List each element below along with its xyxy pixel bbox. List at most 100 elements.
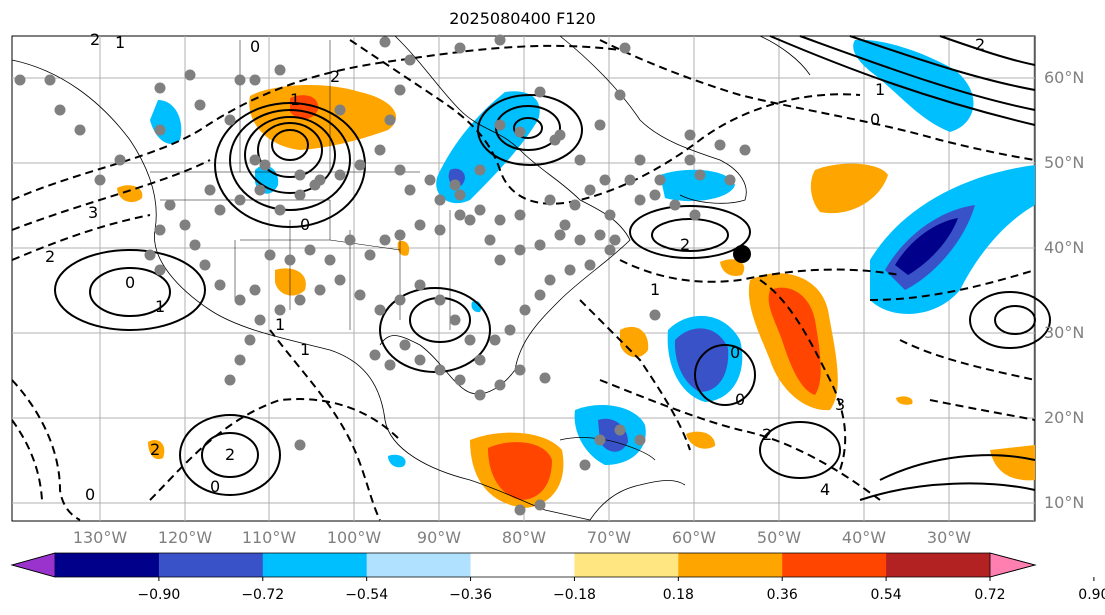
contour-value-label: 2 <box>45 247 55 266</box>
station-marker <box>234 354 246 366</box>
station-marker <box>474 204 486 216</box>
contour-value-label: 0 <box>870 110 880 129</box>
station-marker <box>324 254 336 266</box>
station-marker <box>369 349 381 361</box>
station-marker <box>534 499 546 511</box>
colorbar-tick-label: 0.36 <box>766 587 798 603</box>
station-marker <box>44 74 56 86</box>
station-marker <box>619 42 631 54</box>
contour-line <box>651 218 729 252</box>
contour-value-label: 1 <box>115 33 125 52</box>
station-marker <box>494 34 506 46</box>
station-marker <box>74 124 86 136</box>
contour-line <box>477 94 583 166</box>
contour-value-label: 2 <box>975 35 985 54</box>
station-marker <box>654 174 666 186</box>
station-marker <box>334 274 346 286</box>
contour-value-label: 2 <box>330 67 340 86</box>
station-marker <box>379 234 391 246</box>
map-title: 2025080400 F120 <box>449 9 596 28</box>
contour-value-label: 3 <box>835 395 845 414</box>
station-marker <box>559 219 571 231</box>
contour-value-label: 0 <box>735 390 745 409</box>
colorbar-tick-label: −0.72 <box>241 587 285 603</box>
station-marker <box>249 154 261 166</box>
latitude-label: 50°N <box>1044 153 1085 172</box>
station-marker <box>514 244 526 256</box>
station-marker <box>514 364 526 376</box>
negative-anomaly-core <box>895 218 958 275</box>
colorbar-tick-label: 0.90 <box>1078 587 1105 603</box>
contour-line <box>859 482 1036 501</box>
station-marker <box>234 294 246 306</box>
negative-anomaly-region <box>674 328 729 392</box>
contour-line <box>879 454 1036 481</box>
station-marker <box>314 284 326 296</box>
contour-value-label: 1 <box>875 80 885 99</box>
longitude-label: 130°W <box>72 528 128 547</box>
station-marker <box>244 334 256 346</box>
station-marker <box>414 219 426 231</box>
longitude-label: 120°W <box>157 528 213 547</box>
station-marker <box>474 164 486 176</box>
station-marker <box>514 126 526 138</box>
contour-line <box>599 379 881 501</box>
station-marker <box>294 169 306 181</box>
colorbar-swatch <box>366 553 472 577</box>
dashed-contours <box>11 39 1036 521</box>
station-marker <box>334 104 346 116</box>
longitude-label: 40°W <box>841 528 887 547</box>
station-marker <box>394 229 406 241</box>
station-marker <box>724 174 736 186</box>
station-marker <box>274 304 286 316</box>
station-marker <box>354 159 366 171</box>
station-marker <box>504 324 516 336</box>
station-marker <box>609 234 621 246</box>
station-marker <box>714 139 726 151</box>
station-marker <box>154 124 166 136</box>
station-marker <box>334 169 346 181</box>
station-marker <box>384 359 396 371</box>
station-marker <box>354 289 366 301</box>
positive-anomaly-region <box>990 445 1035 481</box>
positive-anomaly-region <box>896 396 913 405</box>
station-marker <box>434 194 446 206</box>
station-marker <box>634 194 646 206</box>
station-marker <box>274 64 286 76</box>
station-marker <box>234 194 246 206</box>
contour-value-label: 1 <box>650 280 660 299</box>
station-marker <box>294 294 306 306</box>
station-marker <box>474 354 486 366</box>
station-marker <box>739 144 751 156</box>
latitude-label: 30°N <box>1044 323 1085 342</box>
positive-anomaly-region <box>275 268 306 296</box>
contour-line <box>257 122 323 178</box>
colorbar-swatch <box>55 553 160 577</box>
station-marker <box>634 154 646 166</box>
station-marker <box>274 204 286 216</box>
station-marker <box>414 354 426 366</box>
contour-line <box>149 398 401 501</box>
station-marker <box>264 249 276 261</box>
station-marker <box>584 259 596 271</box>
station-marker <box>574 234 586 246</box>
station-marker <box>454 374 466 386</box>
station-marker <box>259 159 271 171</box>
contour-line <box>929 399 1036 421</box>
station-marker <box>434 364 446 376</box>
station-marker <box>454 189 466 201</box>
negative-anomaly-region <box>388 454 406 468</box>
longitude-label: 80°W <box>501 528 547 547</box>
station-marker <box>464 334 476 346</box>
contour-value-label: 0 <box>300 215 310 234</box>
station-marker <box>309 179 321 191</box>
colorbar-tick-label: −0.36 <box>449 587 492 603</box>
longitude-label: 50°W <box>756 528 802 547</box>
contour-line <box>694 344 756 406</box>
station-marker <box>394 164 406 176</box>
contour-line <box>599 39 1036 161</box>
station-marker <box>534 86 546 98</box>
station-marker <box>394 294 406 306</box>
station-marker <box>164 199 176 211</box>
